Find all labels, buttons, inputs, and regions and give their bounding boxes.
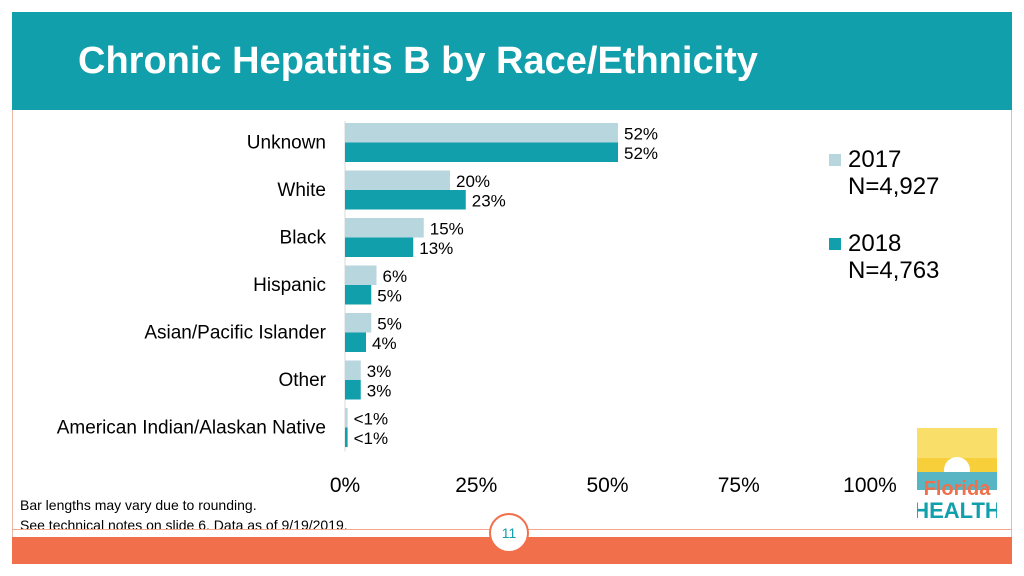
title-banner xyxy=(12,12,1012,110)
x-tick-label: 100% xyxy=(843,474,897,497)
data-label: 13% xyxy=(419,239,453,258)
bar-2017 xyxy=(345,360,361,380)
category-label: American Indian/Alaskan Native xyxy=(57,418,326,439)
legend-swatch-2017 xyxy=(829,154,841,166)
x-tick-label: 25% xyxy=(455,474,497,497)
x-tick-label: 0% xyxy=(330,474,360,497)
bar-2018 xyxy=(345,142,618,162)
bar-2017 xyxy=(345,170,450,190)
bar-2017 xyxy=(345,265,377,285)
data-label: 52% xyxy=(624,125,658,144)
data-label: 52% xyxy=(624,144,658,163)
legend-swatch-2018 xyxy=(829,238,841,250)
category-label: White xyxy=(277,180,326,201)
data-label: 5% xyxy=(377,315,402,334)
data-label: <1% xyxy=(354,429,389,448)
legend-sublabel: N=4,763 xyxy=(848,257,939,284)
footnote-rounding: Bar lengths may vary due to rounding. xyxy=(20,497,257,513)
category-label: Other xyxy=(278,370,326,391)
bar-2018 xyxy=(345,380,361,400)
category-label: Asian/Pacific Islander xyxy=(144,323,326,344)
bar-2017 xyxy=(345,218,424,238)
bar-2017 xyxy=(345,123,618,143)
bar-2017 xyxy=(345,313,372,333)
data-label: 4% xyxy=(372,334,397,353)
data-label: 23% xyxy=(472,192,506,211)
data-label: 5% xyxy=(377,287,402,306)
logo-word-health: HEALTH xyxy=(917,498,997,520)
page-number: 11 xyxy=(489,513,529,553)
legend-label: 2017 xyxy=(848,146,901,173)
data-label: 6% xyxy=(383,267,408,286)
slide-title: Chronic Hepatitis B by Race/Ethnicity xyxy=(78,40,758,82)
legend-sublabel: N=4,927 xyxy=(848,173,939,200)
bar-2018 xyxy=(345,190,466,210)
x-tick-label: 50% xyxy=(586,474,628,497)
footnote-technical: See technical notes on slide 6. Data as … xyxy=(20,517,348,533)
data-label: 20% xyxy=(456,172,490,191)
x-tick-label: 75% xyxy=(718,474,760,497)
data-label: <1% xyxy=(354,410,389,429)
data-label: 3% xyxy=(367,362,392,381)
bar-2018 xyxy=(345,237,414,257)
bar-2018 xyxy=(345,427,348,447)
florida-health-logo: Florida HEALTH xyxy=(917,428,997,520)
data-label: 3% xyxy=(367,382,392,401)
bar-chart: Unknown 52%52% White 20%23% Black 15%13% Hispa… xyxy=(57,121,939,497)
category-label: Hispanic xyxy=(253,275,326,296)
category-label: Unknown xyxy=(247,133,326,154)
legend-label: 2018 xyxy=(848,230,901,257)
logo-word-florida: Florida xyxy=(924,478,992,500)
category-label: Black xyxy=(280,228,327,249)
data-label: 15% xyxy=(430,220,464,239)
bar-2018 xyxy=(345,332,366,352)
bar-2018 xyxy=(345,285,372,305)
bar-2017 xyxy=(345,408,348,428)
